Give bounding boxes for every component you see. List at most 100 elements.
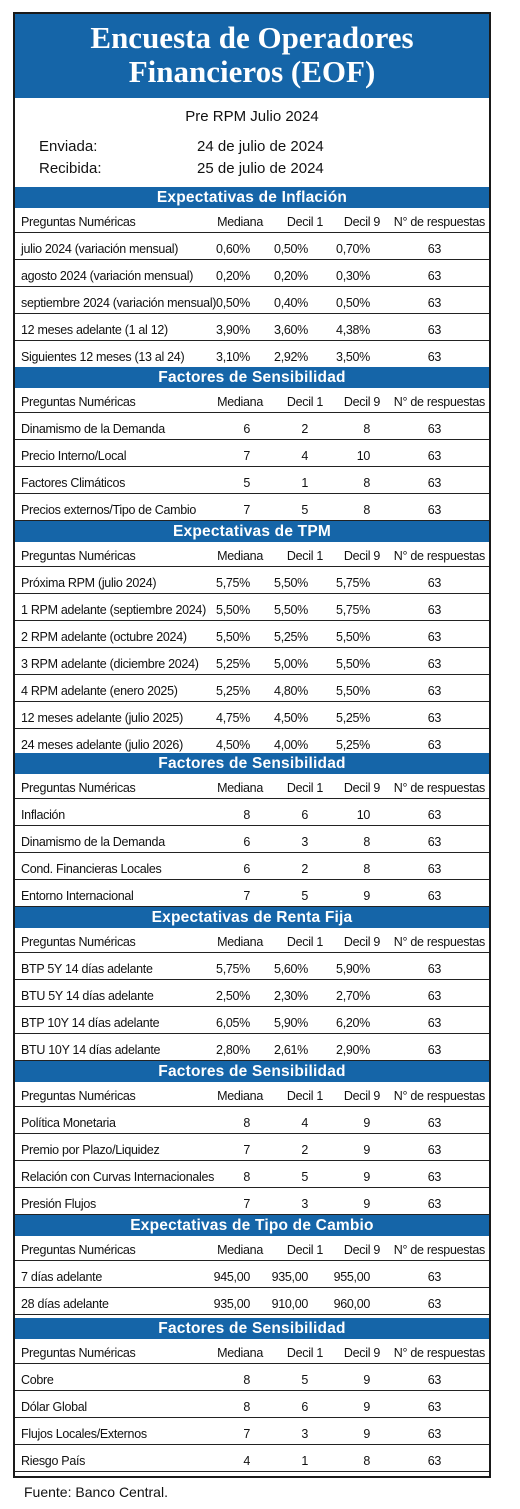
row-label: 12 meses adelante (1 al 12) bbox=[21, 323, 168, 337]
row-label: Factores Climáticos bbox=[21, 476, 126, 490]
column-header: Preguntas Numéricas bbox=[21, 215, 136, 229]
cell-value: 4,50% bbox=[216, 738, 250, 752]
cell-value: 4 bbox=[301, 1116, 308, 1130]
cell-value: 3,10% bbox=[216, 350, 250, 364]
cell-value: 5,25% bbox=[216, 684, 250, 698]
cell-value: 5,50% bbox=[336, 657, 370, 671]
cell-value: 5,00% bbox=[274, 657, 308, 671]
section: Expectativas de Tipo de Cambio Preguntas … bbox=[15, 1215, 489, 1315]
table-row: Relación con Curvas Internacionales 8 5 9 63 bbox=[15, 1161, 489, 1188]
table-row: BTP 10Y 14 días adelante 6,05% 5,90% 6,20% 6… bbox=[15, 1007, 489, 1034]
table-header-row: Preguntas Numéricas Mediana Decil 1 Decil 9… bbox=[15, 1236, 489, 1261]
column-header: Decil 9 bbox=[343, 935, 380, 949]
cell-value: 5,50% bbox=[216, 603, 250, 617]
row-label: Dólar Global bbox=[21, 1400, 87, 1414]
cell-value: 63 bbox=[427, 1197, 442, 1211]
cell-value: 8 bbox=[243, 1170, 250, 1184]
survey-subtitle: Pre RPM Julio 2024 bbox=[185, 108, 319, 125]
survey-meta: Pre RPM Julio 2024 Enviada: 24 de julio … bbox=[15, 98, 489, 188]
row-label: 28 días adelante bbox=[21, 1297, 109, 1311]
cell-value: 63 bbox=[427, 808, 442, 822]
row-label: Dinamismo de la Demanda bbox=[21, 835, 165, 849]
column-header: Decil 1 bbox=[286, 215, 323, 229]
row-label: septiembre 2024 (variación mensual) bbox=[21, 296, 217, 310]
cell-value: 2,90% bbox=[336, 1043, 370, 1057]
table-row: Flujos Locales/Externos 7 3 9 63 bbox=[15, 1418, 489, 1445]
cell-value: 7 bbox=[243, 889, 250, 903]
table-header-row: Preguntas Numéricas Mediana Decil 1 Decil 9… bbox=[15, 774, 489, 799]
cell-value: 5 bbox=[301, 1373, 308, 1387]
row-label: Cobre bbox=[21, 1373, 54, 1387]
cell-value: 3,50% bbox=[336, 350, 370, 364]
section: Factores de Sensibilidad Preguntas Numéri… bbox=[15, 1061, 489, 1215]
cell-value: 7 bbox=[243, 1143, 250, 1157]
table-row: 12 meses adelante (julio 2025) 4,75% 4,50%… bbox=[15, 702, 489, 729]
cell-value: 0,60% bbox=[216, 242, 250, 256]
cell-value: 5,50% bbox=[274, 603, 308, 617]
table-header-row: Preguntas Numéricas Mediana Decil 1 Decil 9… bbox=[15, 1082, 489, 1107]
cell-value: 63 bbox=[427, 889, 442, 903]
column-header: Decil 9 bbox=[343, 781, 380, 795]
column-header: Decil 1 bbox=[286, 1243, 323, 1257]
cell-value: 63 bbox=[427, 1454, 442, 1468]
section-title: Factores de Sensibilidad bbox=[15, 1318, 489, 1339]
cell-value: 63 bbox=[427, 1270, 442, 1284]
table-row: 24 meses adelante (julio 2026) 4,50% 4,00%… bbox=[15, 729, 489, 756]
section-title: Factores de Sensibilidad bbox=[15, 1061, 489, 1082]
table-row: julio 2024 (variación mensual) 0,60% 0,50%… bbox=[15, 233, 489, 260]
cell-value: 63 bbox=[427, 449, 442, 463]
sent-label: Enviada: bbox=[39, 138, 98, 155]
column-header: Decil 1 bbox=[286, 1346, 323, 1360]
source-note: Fuente: Banco Central. bbox=[24, 1484, 168, 1500]
cell-value: 63 bbox=[427, 835, 442, 849]
cell-value: 5,50% bbox=[216, 630, 250, 644]
column-header: Decil 9 bbox=[343, 1346, 380, 1360]
row-label: Cond. Financieras Locales bbox=[21, 862, 162, 876]
row-label: Siguientes 12 meses (13 al 24) bbox=[21, 350, 185, 364]
table-row: Dinamismo de la Demanda 6 2 8 63 bbox=[15, 413, 489, 440]
cell-value: 63 bbox=[427, 1427, 442, 1441]
cell-value: 0,40% bbox=[274, 296, 308, 310]
cell-value: 8 bbox=[363, 422, 370, 436]
table-row: Precios externos/Tipo de Cambio 7 5 8 63 bbox=[15, 494, 489, 521]
cell-value: 6 bbox=[301, 1400, 308, 1414]
table-header-row: Preguntas Numéricas Mediana Decil 1 Decil 9… bbox=[15, 208, 489, 233]
column-header: Preguntas Numéricas bbox=[21, 935, 136, 949]
table-row: BTP 5Y 14 días adelante 5,75% 5,60% 5,90% 63 bbox=[15, 953, 489, 980]
cell-value: 5,75% bbox=[336, 603, 370, 617]
row-label: 1 RPM adelante (septiembre 2024) bbox=[21, 603, 206, 617]
column-header: N° de respuestas bbox=[393, 1089, 486, 1103]
cell-value: 3,60% bbox=[274, 323, 308, 337]
survey-panel: Encuesta de Operadores Financieros (EOF)… bbox=[13, 12, 491, 1478]
cell-value: 9 bbox=[363, 1197, 370, 1211]
row-label: Precios externos/Tipo de Cambio bbox=[21, 503, 197, 517]
cell-value: 5 bbox=[301, 889, 308, 903]
cell-value: 5,60% bbox=[274, 962, 308, 976]
column-header: Mediana bbox=[217, 1243, 263, 1257]
cell-value: 910,00 bbox=[271, 1297, 309, 1311]
cell-value: 7 bbox=[243, 503, 250, 517]
section: Factores de Sensibilidad Preguntas Numéri… bbox=[15, 1318, 489, 1472]
cell-value: 63 bbox=[427, 1043, 442, 1057]
table-row: 4 RPM adelante (enero 2025) 5,25% 4,80% 5,5… bbox=[15, 675, 489, 702]
cell-value: 63 bbox=[427, 738, 442, 752]
row-label: 2 RPM adelante (octubre 2024) bbox=[21, 630, 187, 644]
cell-value: 8 bbox=[243, 1400, 250, 1414]
column-header: N° de respuestas bbox=[393, 395, 486, 409]
cell-value: 6,20% bbox=[336, 1016, 370, 1030]
cell-value: 0,70% bbox=[336, 242, 370, 256]
cell-value: 4 bbox=[301, 449, 308, 463]
column-header: Decil 1 bbox=[286, 549, 323, 563]
cell-value: 6,05% bbox=[216, 1016, 250, 1030]
cell-value: 4,00% bbox=[274, 738, 308, 752]
table-row: 28 días adelante 935,00 910,00 960,00 63 bbox=[15, 1288, 489, 1315]
cell-value: 63 bbox=[427, 1116, 442, 1130]
cell-value: 7 bbox=[243, 1427, 250, 1441]
cell-value: 9 bbox=[363, 889, 370, 903]
cell-value: 2,30% bbox=[274, 989, 308, 1003]
cell-value: 3 bbox=[301, 1427, 308, 1441]
column-header: Decil 1 bbox=[286, 935, 323, 949]
table-row: BTU 10Y 14 días adelante 2,80% 2,61% 2,90% 6… bbox=[15, 1034, 489, 1061]
row-label: BTU 5Y 14 días adelante bbox=[21, 989, 154, 1003]
table-row: Cond. Financieras Locales 6 2 8 63 bbox=[15, 853, 489, 880]
